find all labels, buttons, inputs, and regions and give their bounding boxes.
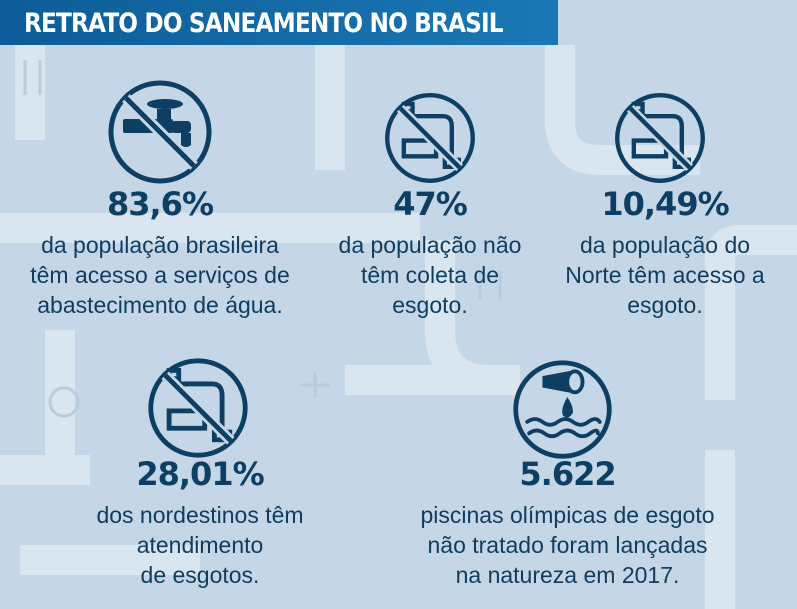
stat-value: 83,6% [106,185,214,223]
stat-description: da população não têm coleta de esgoto. [325,230,535,320]
stat-description: da população brasileira têm acesso a ser… [10,230,310,320]
page-title: RETRATO DO SANEAMENTO NO BRASIL [24,8,504,39]
desc-line: têm acesso a serviços de [30,262,290,288]
stat-description: da população do Norte têm acesso a esgot… [555,230,775,320]
desc-line: atendimento [136,532,264,558]
stat-description: piscinas olímpicas de esgoto não tratado… [385,500,750,590]
desc-line: piscinas olímpicas de esgoto [420,502,715,528]
stat-card-sewage-collection: 47% da população não têm coleta de esgot… [325,90,535,335]
no-sewer-pipe-icon [615,93,705,183]
no-faucet-icon [108,80,212,184]
stat-value: 28,01% [136,455,264,493]
desc-line: não tratado foram lançadas [427,532,708,558]
stat-value: 47% [393,185,468,223]
stat-card-untreated-sewage: 5.622 piscinas olímpicas de esgoto não t… [385,355,750,605]
stat-card-northeast-sewage: 28,01% dos nordestinos têm atendimento d… [70,355,330,605]
desc-line: esgoto. [392,292,468,318]
desc-line: Norte têm acesso a [565,262,765,288]
desc-line: abastecimento de água. [37,292,283,318]
desc-line: da população brasileira [41,232,279,258]
stat-value: 5.622 [519,455,616,493]
desc-line: da população não [338,232,522,258]
stat-card-water-supply: 83,6% da população brasileira têm acesso… [10,75,310,335]
desc-line: esgoto. [627,292,703,318]
sewage-discharge-icon [513,360,612,459]
no-sewer-pipe-icon [385,93,475,183]
header-banner: RETRATO DO SANEAMENTO NO BRASIL [0,0,558,45]
desc-line: da população do [579,232,751,258]
stat-card-north-sewage: 10,49% da população do Norte têm acesso … [555,90,775,335]
stat-description: dos nordestinos têm atendimento de esgot… [70,500,330,590]
no-sewer-pipe-icon [148,358,248,458]
desc-line: de esgotos. [140,562,260,588]
desc-line: dos nordestinos têm [96,502,304,528]
desc-line: na natureza em 2017. [455,562,680,588]
stat-value: 10,49% [601,185,729,223]
desc-line: têm coleta de [360,262,500,288]
